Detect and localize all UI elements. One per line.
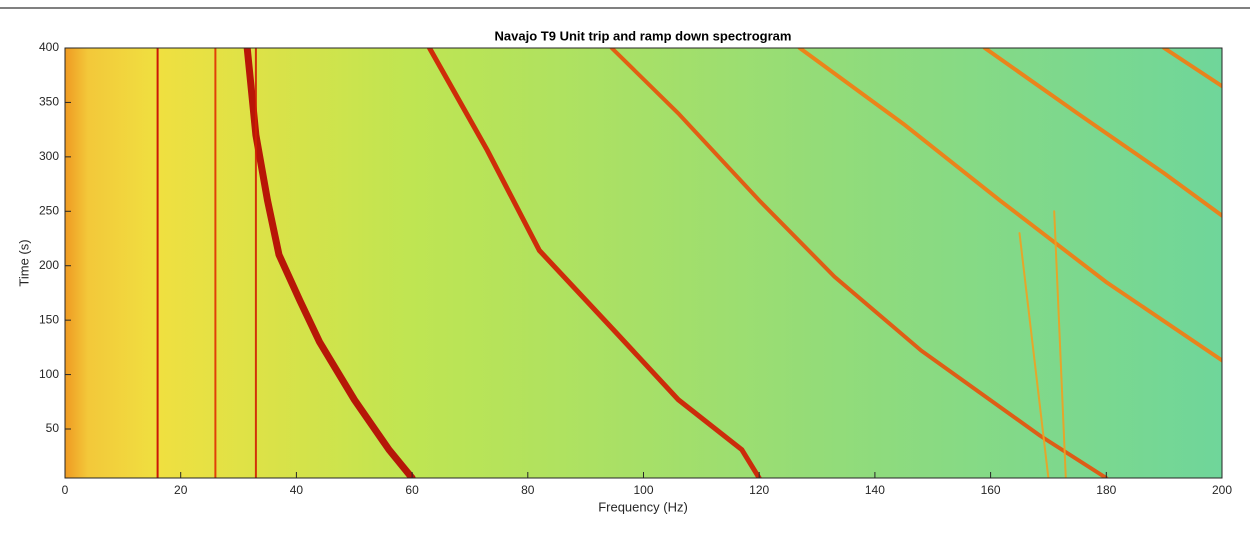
- ridge-line: [243, 48, 416, 478]
- ridge-line: [427, 48, 762, 478]
- axes: 0 20 40 60 80 100 120 140 160 180 200 50 100 150 200 25…: [39, 40, 1232, 497]
- x-tick-label: 180: [1096, 483, 1116, 497]
- y-tick-label: 200: [39, 258, 59, 272]
- x-tick-label: 60: [405, 483, 419, 497]
- x-tick-label: 20: [174, 483, 188, 497]
- ridge-line: [609, 48, 1109, 478]
- x-tick-label: 40: [290, 483, 304, 497]
- y-axis-label: Time (s): [16, 239, 31, 286]
- x-tick-label: 100: [633, 483, 653, 497]
- ridges: [156, 48, 1222, 478]
- x-tick-label: 200: [1212, 483, 1232, 497]
- y-tick-label: 400: [39, 40, 59, 54]
- ridge-line: [1018, 232, 1050, 478]
- x-tick-label: 120: [749, 483, 769, 497]
- y-tick-label: 250: [39, 203, 59, 217]
- x-tick-label: 160: [981, 483, 1001, 497]
- x-axis-label: Frequency (Hz): [598, 499, 688, 514]
- ridge-line: [982, 48, 1222, 218]
- ridge-line: [1162, 48, 1222, 89]
- chart-title: Navajo T9 Unit trip and ramp down spectr…: [495, 28, 792, 43]
- y-tick-label: 300: [39, 149, 59, 163]
- x-tick-label: 80: [521, 483, 535, 497]
- x-tick-label: 0: [62, 483, 69, 497]
- spectrogram-background: [65, 48, 1222, 478]
- y-tick-label: 350: [39, 95, 59, 109]
- y-tick-label: 150: [39, 312, 59, 326]
- y-tick-label: 100: [39, 367, 59, 381]
- ridge-line: [1053, 210, 1067, 478]
- ridge-line: [797, 48, 1222, 363]
- y-tick-label: 50: [46, 421, 60, 435]
- x-tick-label: 140: [865, 483, 885, 497]
